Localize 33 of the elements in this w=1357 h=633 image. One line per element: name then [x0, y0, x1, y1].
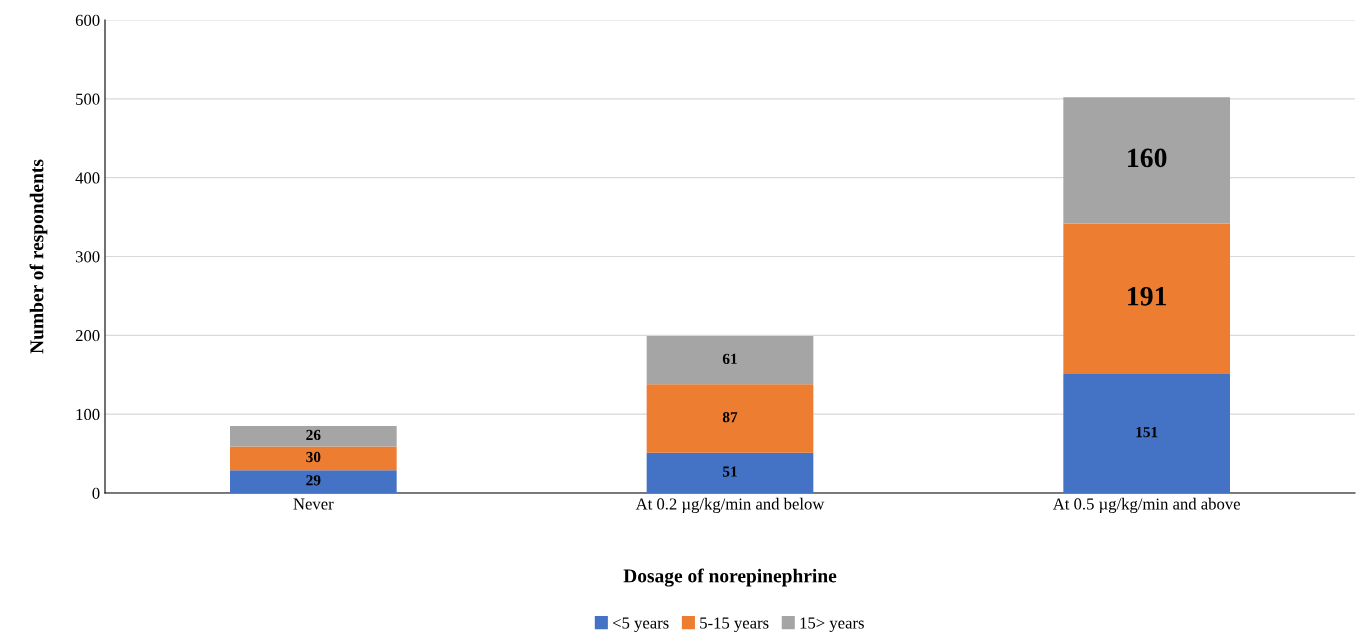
data-label: 51: [722, 466, 737, 477]
y-tick-label: 300: [75, 251, 100, 263]
bar: [1063, 97, 1230, 224]
data-label: 151: [1136, 427, 1158, 438]
legend-label: 15> years: [800, 617, 864, 633]
y-tick-label: 500: [76, 93, 100, 105]
bar: [646, 384, 814, 453]
data-label: 160: [1128, 148, 1167, 168]
bar: [646, 336, 814, 385]
data-label: 61: [722, 353, 737, 364]
y-tick-label: 200: [75, 330, 100, 342]
x-axis-title: Dosage of norepinephrine: [623, 568, 837, 587]
data-label: 30: [306, 451, 321, 463]
y-tick-label: 600: [75, 14, 100, 26]
y-axis-title: Number of respondents: [29, 159, 48, 354]
bar: [230, 446, 397, 471]
bar: [1063, 373, 1230, 493]
data-label: 29: [306, 475, 321, 486]
data-label: 26: [306, 429, 321, 441]
x-tick-label: At 0.5 µg/kg/min and above: [1052, 497, 1240, 514]
y-tick-label: 100: [76, 408, 100, 421]
bar: [1063, 223, 1230, 374]
x-tick-label: Never: [293, 498, 334, 510]
y-tick-label: 0: [92, 487, 100, 499]
bar: [230, 470, 397, 493]
data-label: 191: [1128, 286, 1167, 306]
x-tick-label: At 0.2 µg/kg/min and below: [635, 497, 825, 514]
bar: [230, 425, 397, 447]
legend-label: 5-15 years: [700, 617, 769, 633]
legend-label: <5 years: [612, 617, 669, 633]
y-tick-label: 400: [75, 172, 100, 184]
data-label: 87: [722, 412, 738, 423]
bar: [646, 452, 814, 493]
